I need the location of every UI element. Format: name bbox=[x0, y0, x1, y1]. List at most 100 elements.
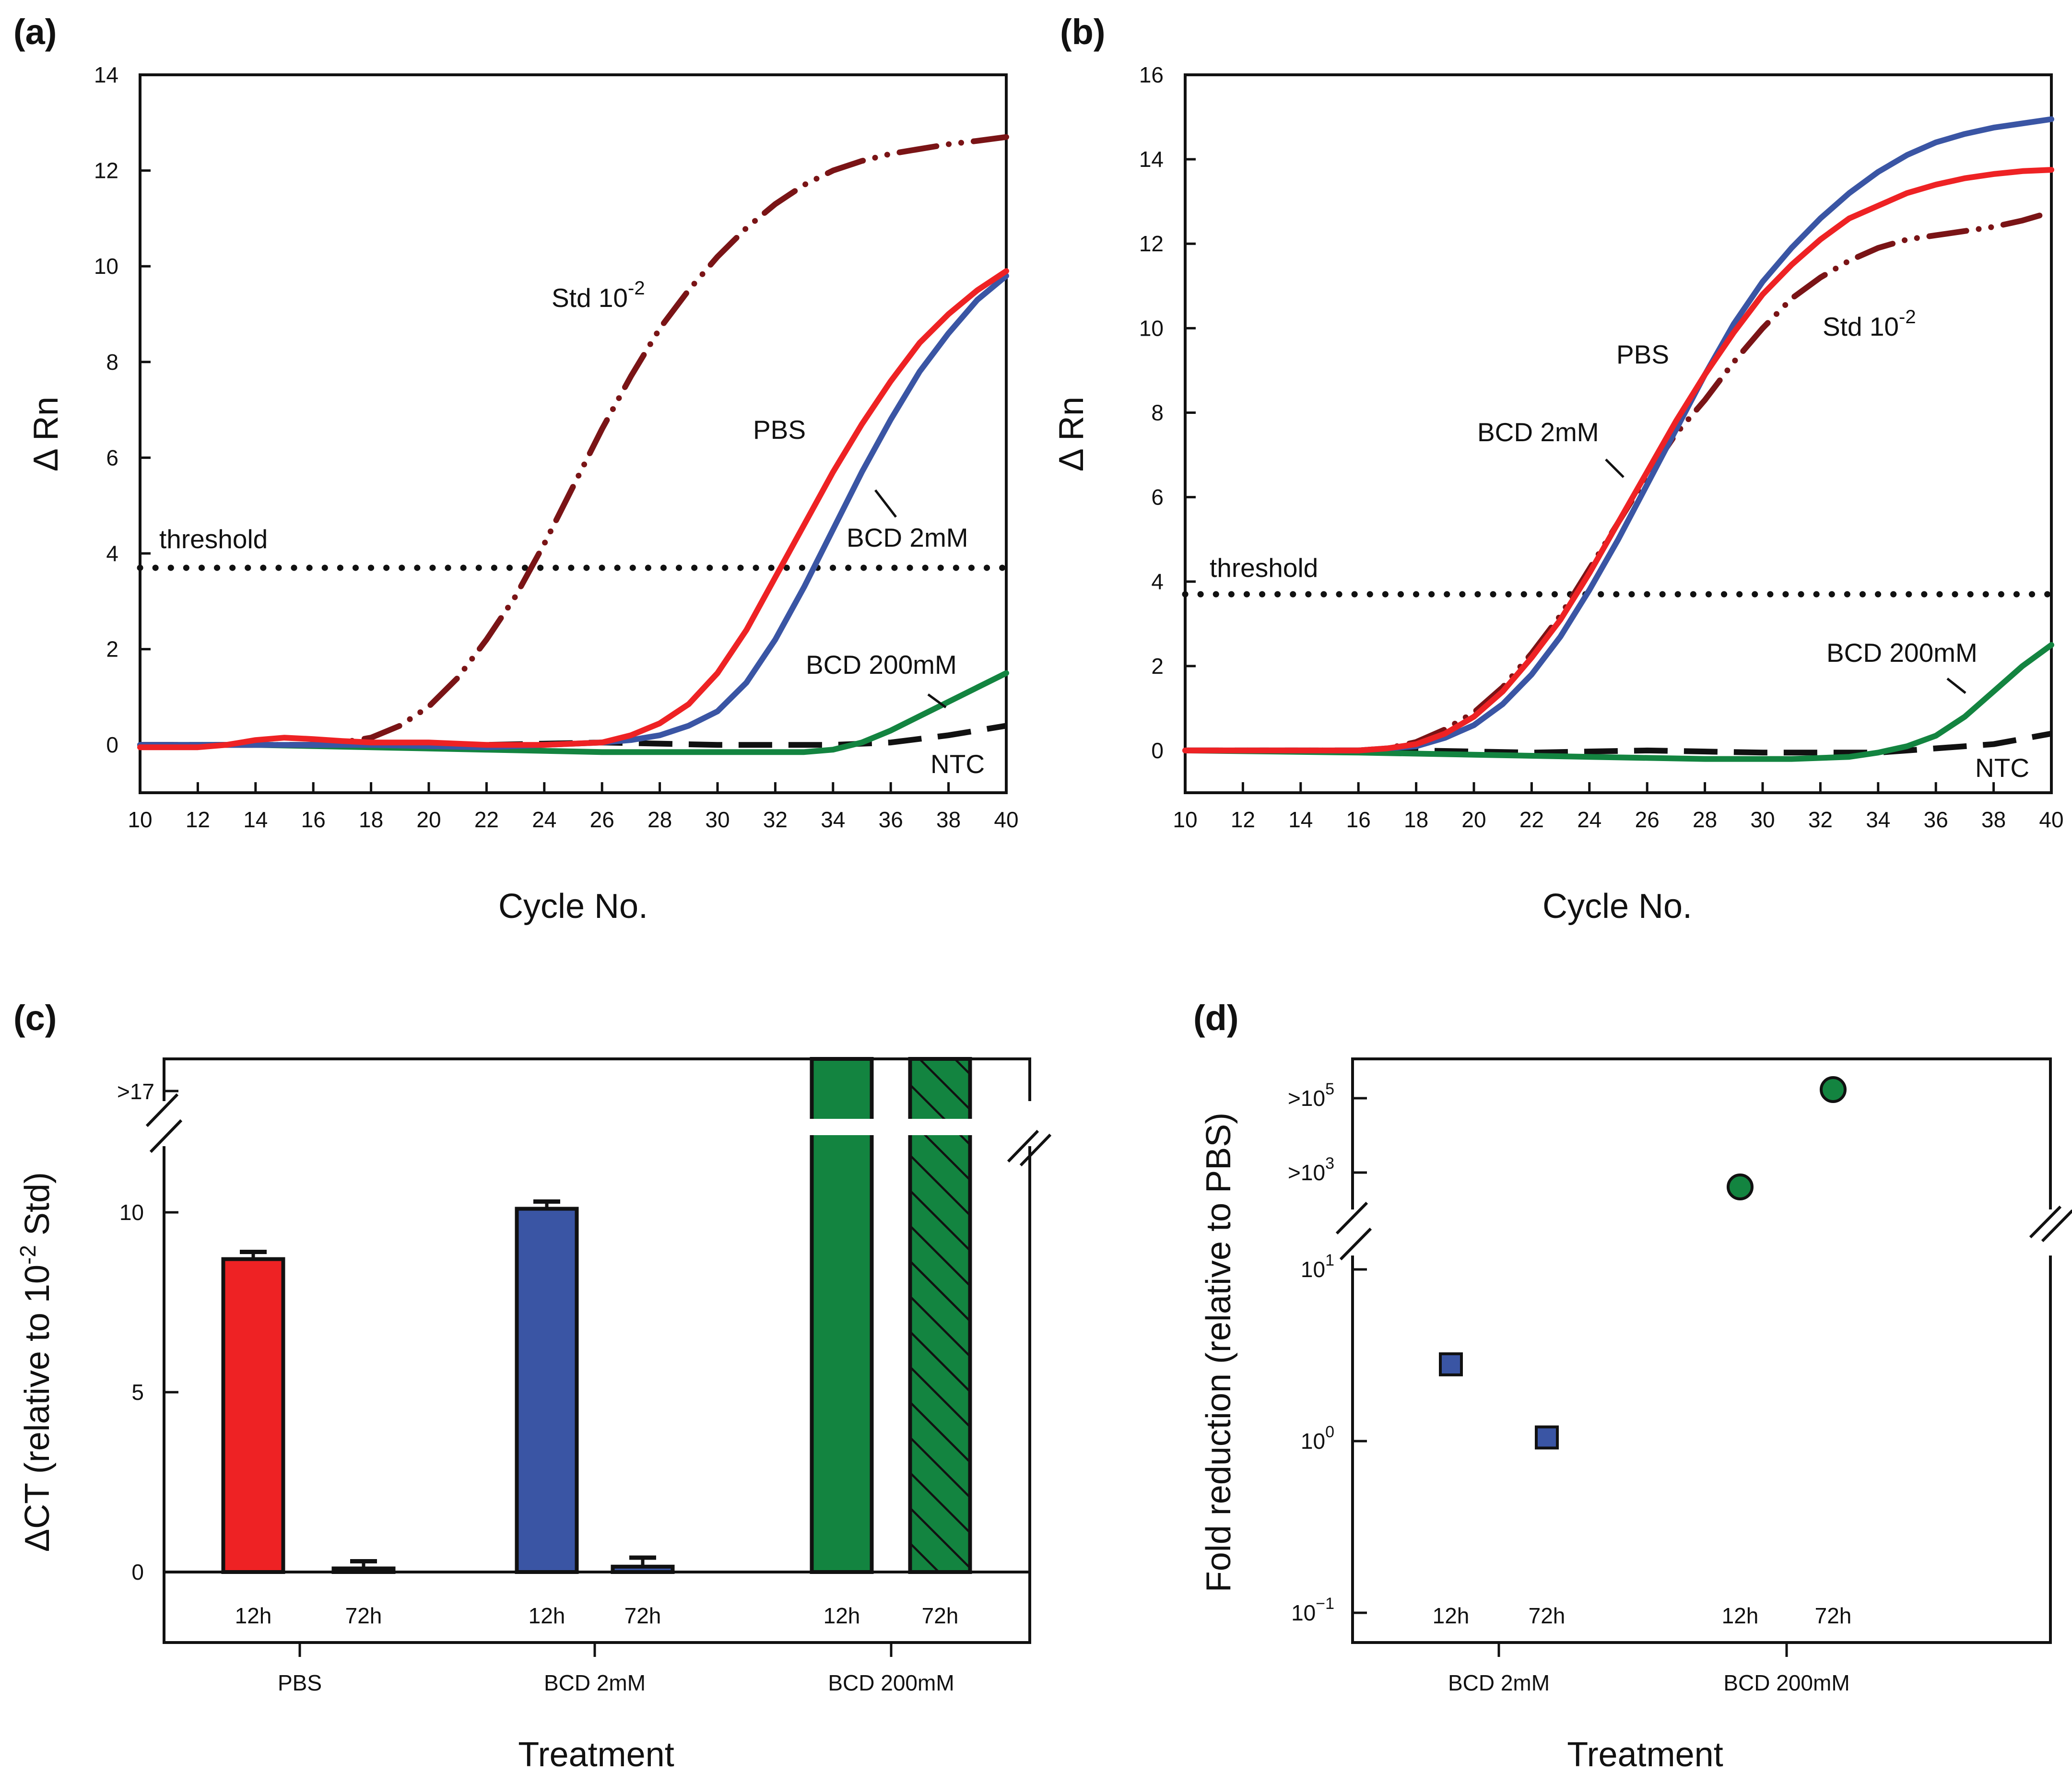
b-y-tick-label: 10 bbox=[1139, 316, 1164, 340]
b-x-tick-label: 30 bbox=[1750, 807, 1775, 832]
d-break-tick-1-label: >105 bbox=[1288, 1080, 1334, 1111]
panel-b-bcd2-label: BCD 2mM bbox=[1477, 417, 1599, 447]
a-y-tick-label: 0 bbox=[106, 732, 118, 757]
d-point-bcd-200mm-12h bbox=[1727, 1174, 1754, 1200]
c-bar-bcd-200mm-72h-break bbox=[905, 1119, 975, 1135]
panel-a-std-exp: -2 bbox=[628, 278, 645, 299]
c-bar-pbs-12h bbox=[221, 1257, 285, 1574]
a-series-pbs bbox=[137, 268, 1009, 751]
c-sublabel: 12h bbox=[529, 1603, 565, 1628]
b-x-tick-label: 14 bbox=[1288, 807, 1313, 832]
d-category-label: BCD 2mM bbox=[1448, 1670, 1550, 1695]
panel-c-break-tick-label: >17 bbox=[117, 1079, 154, 1104]
panel-d-y-label: Fold reduction (relative to PBS) bbox=[1200, 1113, 1238, 1592]
panel-c-bars bbox=[221, 1057, 975, 1574]
panel-a-bcd200-pointer bbox=[927, 693, 947, 709]
panel-b-x-label: Cycle No. bbox=[1542, 887, 1692, 926]
d-point-bcd-200mm-72h bbox=[1820, 1076, 1847, 1103]
panel-b-series bbox=[1182, 116, 2055, 762]
a-x-tick-label: 30 bbox=[705, 807, 730, 832]
a-x-tick-label: 28 bbox=[648, 807, 672, 832]
c-bar-bcd-200mm-72h bbox=[908, 1057, 972, 1574]
panel-a-series bbox=[137, 134, 1010, 755]
panel-c-x-axis: 12h 72h 12h 72h 12h 72h PBS BCD 2mM BCD 200mM bbox=[235, 1603, 959, 1695]
b-y-tick-label: 8 bbox=[1151, 400, 1164, 425]
c-category-label: BCD 2mM bbox=[544, 1670, 646, 1695]
d-break-tick-0-label: >103 bbox=[1288, 1154, 1334, 1185]
b-y-tick-label: 16 bbox=[1139, 62, 1164, 87]
b-x-tick-label: 10 bbox=[1173, 807, 1197, 832]
panel-b-label: (b) bbox=[1060, 12, 1106, 52]
a-x-tick-label: 12 bbox=[186, 807, 210, 832]
panel-a-x-label: Cycle No. bbox=[498, 887, 648, 926]
panel-c-x-label: Treatment bbox=[518, 1736, 674, 1774]
a-x-tick-label: 10 bbox=[128, 807, 152, 832]
b-x-tick-label: 12 bbox=[1231, 807, 1255, 832]
panel-a-y-axis: 0 2 4 6 8 10 12 14 bbox=[94, 62, 151, 757]
a-x-tick-label: 34 bbox=[821, 807, 845, 832]
panel-b-pbs-label: PBS bbox=[1616, 340, 1669, 369]
panel-a-threshold-label: threshold bbox=[159, 524, 268, 554]
panel-c-y-axis: 0 5 10 bbox=[119, 1200, 178, 1584]
c-bar-bcd-2mm-72h bbox=[611, 1564, 675, 1574]
panel-b-ntc-label: NTC bbox=[1975, 753, 2029, 783]
d-y-tick-1-label: 100 bbox=[1301, 1423, 1334, 1454]
panel-b-y-label: Δ Rn bbox=[1052, 397, 1091, 471]
b-x-tick-label: 18 bbox=[1404, 807, 1428, 832]
panel-a-ntc-label: NTC bbox=[930, 749, 985, 779]
d-category-label: BCD 200mM bbox=[1723, 1670, 1849, 1695]
b-y-tick-label: 2 bbox=[1151, 654, 1164, 679]
d-sublabel: 12h bbox=[1433, 1603, 1470, 1628]
d-sublabel: 72h bbox=[1529, 1603, 1566, 1628]
b-x-tick-label: 26 bbox=[1635, 807, 1660, 832]
b-x-tick-label: 40 bbox=[2039, 807, 2063, 832]
d-y-tick-1-exp: 0 bbox=[1325, 1423, 1334, 1441]
c-sublabel: 12h bbox=[824, 1603, 860, 1628]
panel-a-std-text: Std 10 bbox=[552, 283, 628, 313]
panel-b-std-exp: -2 bbox=[1899, 306, 1916, 328]
a-y-tick-label: 14 bbox=[94, 62, 118, 87]
panel-d-label: (d) bbox=[1193, 998, 1239, 1038]
a-x-tick-label: 20 bbox=[416, 807, 441, 832]
a-x-tick-label: 22 bbox=[474, 807, 499, 832]
panel-a-bcd2-pointer bbox=[874, 489, 897, 518]
b-y-tick-label: 6 bbox=[1151, 485, 1164, 510]
a-y-tick-label: 2 bbox=[106, 637, 118, 662]
d-point-bcd-2mm-72h bbox=[1535, 1425, 1559, 1450]
a-y-tick-label: 6 bbox=[106, 445, 118, 470]
panel-a-pbs-label: PBS bbox=[753, 415, 806, 445]
a-y-tick-label: 8 bbox=[106, 350, 118, 375]
a-x-tick-label: 36 bbox=[879, 807, 903, 832]
panel-a-bcd200-label: BCD 200mM bbox=[806, 650, 957, 680]
panel-c: (c) 0 5 10 >17 12h 72h 12h 72h 12h 72h PBS BCD 2m… bbox=[13, 998, 1052, 1774]
c-sublabel: 72h bbox=[345, 1603, 382, 1628]
panel-b-x-axis: 10 12 14 16 18 20 22 24 26 28 30 32 34 36 38 40 bbox=[1173, 782, 2064, 832]
panel-c-label: (c) bbox=[13, 998, 57, 1038]
a-x-tick-label: 24 bbox=[532, 807, 556, 832]
c-category-label: BCD 200mM bbox=[828, 1670, 954, 1695]
panel-c-y-label-post: Std) bbox=[18, 1172, 57, 1245]
panel-d-x-axis: 12h 72h 12h 72h BCD 2mM BCD 200mM bbox=[1433, 1603, 1852, 1695]
panel-a-bcd2-label: BCD 2mM bbox=[847, 523, 968, 552]
b-series-pbs bbox=[1182, 167, 2054, 753]
panel-d-x-label: Treatment bbox=[1567, 1736, 1723, 1774]
d-y-tick-2-label: 101 bbox=[1301, 1251, 1334, 1282]
b-x-tick-label: 24 bbox=[1577, 807, 1601, 832]
panel-d-frame bbox=[1335, 1057, 2072, 1644]
d-break-tick-1-exp: 5 bbox=[1325, 1080, 1334, 1098]
b-x-tick-label: 16 bbox=[1346, 807, 1371, 832]
d-sublabel: 12h bbox=[1722, 1603, 1759, 1628]
d-y-tick-0-label: 10−1 bbox=[1291, 1595, 1334, 1625]
a-y-tick-label: 10 bbox=[94, 254, 118, 279]
b-x-tick-label: 34 bbox=[1866, 807, 1890, 832]
c-y-tick-label: 10 bbox=[119, 1200, 144, 1225]
a-x-tick-label: 18 bbox=[359, 807, 383, 832]
c-bar-bcd-2mm-12h bbox=[515, 1207, 579, 1574]
panel-a-label: (a) bbox=[13, 12, 57, 52]
d-y-tick-0-base: 10 bbox=[1291, 1600, 1316, 1625]
b-x-tick-label: 22 bbox=[1519, 807, 1544, 832]
b-y-tick-label: 14 bbox=[1139, 147, 1164, 172]
panel-d-points bbox=[1439, 1076, 1847, 1450]
